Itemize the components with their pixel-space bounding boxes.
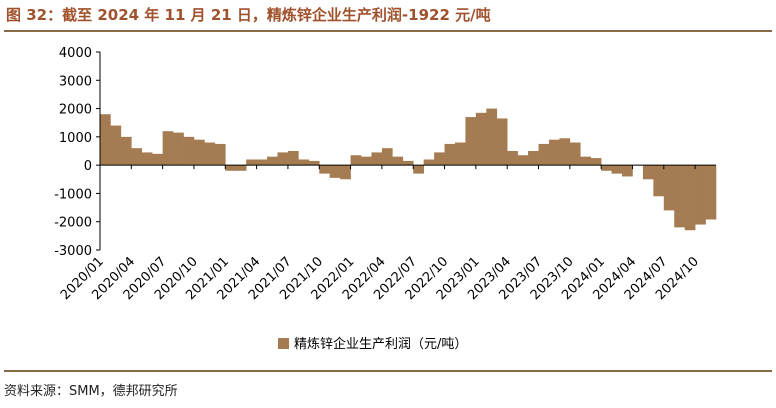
- data-bar: [298, 159, 310, 166]
- data-bar: [674, 165, 685, 228]
- data-bar: [423, 159, 435, 166]
- y-tick-label: 0: [84, 159, 92, 174]
- data-bar: [131, 148, 143, 166]
- y-tick-label: -2000: [54, 216, 92, 231]
- data-bar: [100, 114, 111, 166]
- data-bar: [193, 139, 205, 166]
- data-bar: [402, 160, 414, 166]
- profit-series: [100, 108, 717, 231]
- y-tick-label: 2000: [59, 103, 92, 118]
- legend: 精炼锌企业生产利润（元/吨）: [278, 336, 467, 352]
- data-bar: [601, 165, 612, 171]
- data-bar: [580, 156, 592, 166]
- data-bar: [392, 156, 404, 166]
- data-bar: [695, 165, 706, 225]
- y-tick-label: -1000: [54, 187, 92, 202]
- data-bar: [611, 165, 623, 174]
- data-bar: [663, 165, 675, 211]
- data-bar: [162, 131, 174, 166]
- data-bar: [267, 156, 278, 166]
- legend-swatch: [278, 338, 289, 349]
- data-bar: [444, 143, 456, 166]
- data-bar: [496, 118, 508, 166]
- data-bar: [214, 143, 226, 166]
- data-bar: [277, 152, 289, 166]
- data-bar: [246, 159, 257, 166]
- data-bar: [517, 155, 529, 166]
- data-bar: [110, 125, 122, 166]
- data-bar: [183, 136, 195, 166]
- data-bar: [256, 159, 268, 166]
- data-bar: [507, 151, 518, 166]
- data-bar: [340, 165, 351, 180]
- data-bar: [225, 165, 237, 171]
- data-bar: [350, 155, 362, 166]
- data-bar: [371, 152, 383, 166]
- x-axis-ticks: 2020/012020/042020/072020/102021/012021/…: [58, 165, 702, 303]
- data-bar: [235, 165, 247, 171]
- legend-label: 精炼锌企业生产利润（元/吨）: [294, 336, 467, 352]
- data-bar: [622, 165, 633, 177]
- data-bar: [538, 143, 550, 166]
- title-divider: [4, 30, 772, 32]
- data-bar: [413, 165, 424, 174]
- chart-title: 图 32：截至 2024 年 11 月 21 日，精炼锌企业生产利润-1922 …: [6, 6, 491, 24]
- source-divider: [4, 370, 772, 372]
- data-bar: [152, 153, 163, 166]
- source-note: 资料来源：SMM，德邦研究所: [4, 384, 178, 399]
- data-bar: [454, 142, 466, 166]
- data-bar: [590, 158, 602, 166]
- axes: [99, 52, 716, 250]
- data-bar: [475, 112, 487, 166]
- data-bar: [642, 165, 654, 180]
- y-tick-label: 3000: [59, 74, 92, 89]
- data-bar: [434, 152, 445, 166]
- y-tick-label: 1000: [59, 131, 92, 146]
- data-bar: [559, 138, 571, 166]
- data-bar: [361, 156, 372, 166]
- data-bar: [684, 165, 696, 231]
- y-axis-ticks: 4000 3000 2000 1000 0 -1000 -2000 -3000: [54, 46, 100, 259]
- data-bar: [486, 108, 498, 166]
- data-bar: [287, 151, 299, 166]
- data-bar: [329, 165, 341, 178]
- data-bar: [705, 165, 717, 220]
- data-bar: [204, 142, 216, 166]
- data-bar: [308, 160, 320, 166]
- data-bar: [319, 165, 330, 174]
- y-tick-label: 4000: [59, 46, 92, 61]
- data-bar: [528, 151, 539, 166]
- y-tick-label: -3000: [54, 244, 92, 259]
- data-bar: [381, 148, 393, 166]
- data-bar: [465, 117, 477, 166]
- data-bar: [173, 132, 184, 166]
- data-bar: [548, 139, 560, 166]
- data-bar: [120, 136, 132, 166]
- data-bar: [653, 165, 665, 197]
- data-bar: [569, 142, 581, 166]
- data-bar: [141, 152, 153, 166]
